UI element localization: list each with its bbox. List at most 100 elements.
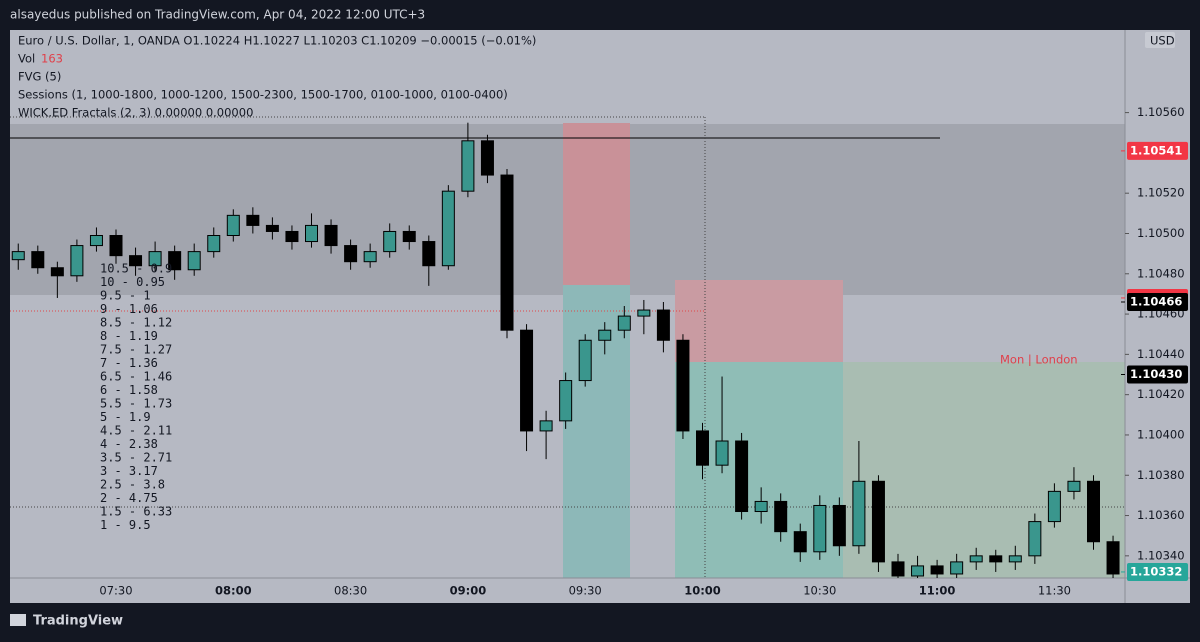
price-label: 1.10541: [1130, 143, 1182, 157]
candle-body: [989, 555, 1003, 563]
candle-body: [70, 245, 84, 277]
candle-body: [617, 315, 631, 331]
candle-body: [422, 241, 436, 267]
ratio-row: 7 - 1.36: [100, 356, 158, 370]
y-tick-label: 1.10500: [1137, 226, 1185, 240]
x-tick-label: 08:30: [334, 584, 367, 598]
candle-body: [950, 561, 964, 575]
legend-fvg: FVG (5): [18, 70, 61, 84]
candle-body: [696, 430, 709, 466]
currency-button[interactable]: [1145, 32, 1175, 48]
candle-body: [1067, 480, 1081, 492]
legend-vol-value: 163: [41, 52, 63, 66]
y-tick-label: 1.10360: [1137, 508, 1185, 522]
candle-body: [480, 140, 494, 176]
y-tick-label: 1.10340: [1137, 548, 1185, 562]
x-tick-label: 10:00: [684, 584, 721, 598]
candle-body: [207, 235, 221, 253]
candle-body: [1087, 480, 1100, 543]
x-tick-label: 07:30: [99, 584, 132, 598]
x-tick-label: 10:30: [803, 584, 836, 598]
candle-body: [1028, 521, 1042, 557]
candle-body: [50, 267, 64, 277]
candle-body: [383, 230, 397, 253]
ratio-row: 1.5 - 6.33: [100, 505, 172, 519]
price-label-box: [1127, 292, 1188, 311]
candle-body: [852, 480, 866, 547]
candle-body: [735, 440, 749, 513]
candle-body: [969, 555, 983, 563]
price-label-box: [1127, 141, 1188, 160]
y-tick-label: 1.10520: [1137, 186, 1185, 200]
ratio-row: 5.5 - 1.73: [100, 397, 172, 411]
candle-body: [129, 255, 143, 267]
target-zone: [563, 285, 630, 578]
candle-body: [324, 224, 338, 247]
candle-body: [676, 339, 690, 432]
candle-body: [402, 230, 416, 243]
candle-body: [813, 504, 827, 553]
candle-body: [344, 245, 358, 263]
x-tick-label: 09:30: [569, 584, 602, 598]
candle-body: [774, 500, 788, 533]
y-tick-label: 1.10560: [1137, 105, 1185, 119]
currency-button-label[interactable]: USD: [1150, 34, 1175, 48]
candle-body: [715, 440, 729, 466]
candle-body: [246, 214, 260, 226]
ratio-row: 4.5 - 2.11: [100, 424, 172, 438]
price-label-box: [1127, 562, 1188, 581]
candle-body: [226, 214, 240, 236]
legend-symbol: Euro / U.S. Dollar, 1, OANDA O1.10224 H1…: [18, 34, 536, 48]
session-label: Mon | London: [1000, 353, 1078, 367]
candle-body: [31, 251, 45, 269]
candle-body: [754, 500, 768, 513]
candle-body: [793, 531, 807, 553]
candle-body: [148, 251, 162, 267]
candle-body: [539, 420, 553, 432]
ratio-row: 7.5 - 1.27: [100, 343, 172, 357]
candle-body: [441, 190, 455, 267]
ratio-row: 4 - 2.38: [100, 437, 158, 451]
candle-body: [461, 140, 475, 192]
candle-body: [11, 251, 25, 261]
legend-sessions: Sessions (1, 1000-1800, 1000-1200, 1500-…: [18, 88, 508, 102]
candle-body: [305, 224, 318, 243]
ratio-row: 10.5 - 0.9: [100, 262, 172, 276]
ratio-row: 2 - 4.75: [100, 491, 158, 505]
ratio-row: 9 - 1.06: [100, 302, 158, 316]
brand: TradingView: [33, 614, 123, 629]
ratio-row: 3.5 - 2.71: [100, 451, 172, 465]
candle-body: [1106, 541, 1120, 575]
candle-body: [89, 235, 103, 247]
stop-zone: [563, 123, 630, 285]
candle-body: [871, 480, 885, 563]
ratio-row: 1 - 9.5: [100, 518, 151, 532]
publisher: alsayedus published on TradingView.com, …: [10, 8, 425, 22]
ratio-row: 6.5 - 1.46: [100, 370, 172, 384]
legend-vol: Vol: [18, 52, 35, 66]
candle-body: [363, 251, 377, 263]
candle-body: [285, 230, 299, 243]
candle-body: [578, 339, 592, 382]
candle-body: [656, 309, 670, 341]
brand-logo: [10, 614, 26, 626]
ratio-table: 10.5 - 0.910 - 0.959.5 - 19 - 1.068.5 - …: [100, 262, 172, 533]
candle-body: [500, 174, 514, 331]
candle-body: [187, 251, 201, 271]
ratio-row: 2.5 - 3.8: [100, 478, 165, 492]
ratio-row: 9.5 - 1: [100, 289, 151, 303]
price-label-box: [1127, 365, 1188, 384]
ratio-row: 3 - 3.17: [100, 464, 158, 478]
ratio-row: 5 - 1.9: [100, 410, 151, 424]
candle-body: [1047, 490, 1061, 523]
price-label: 1.10466: [1130, 294, 1182, 308]
candle-body: [911, 565, 925, 577]
legend-fractals: WICK.ED Fractals (2, 3) 0.00000 0.00000: [18, 106, 253, 120]
plot: [11, 122, 1120, 578]
candle-body: [891, 561, 905, 577]
x-tick-label: 08:00: [215, 584, 252, 598]
candle-body: [265, 224, 279, 232]
candle-body: [520, 329, 534, 432]
